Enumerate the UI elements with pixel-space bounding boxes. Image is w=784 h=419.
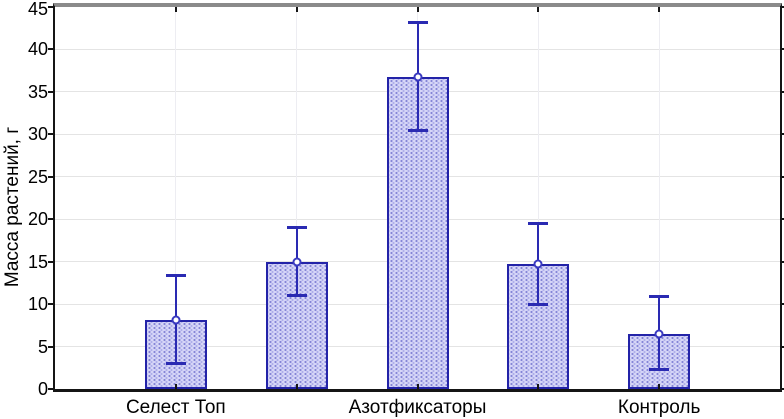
x-category-label: Контроль (617, 397, 701, 418)
y-tick-label: 45 (27, 0, 48, 19)
y-axis-tick (780, 175, 784, 178)
y-axis-tick (780, 133, 784, 136)
y-axis-tick (48, 90, 55, 93)
y-axis-tick (48, 48, 55, 51)
x-category-label: Селест Топ (125, 397, 226, 418)
error-bar-lower-cap (528, 302, 549, 306)
error-bar-upper-cap (165, 274, 186, 278)
error-bar-upper-cap (649, 294, 670, 298)
category-gridline (658, 7, 660, 389)
x-axis-bottom-tick (174, 384, 177, 389)
mean-marker (413, 72, 422, 82)
y-tick-label: 35 (27, 81, 48, 102)
y-tick-label: 20 (27, 209, 48, 230)
y-axis-tick (48, 6, 55, 8)
x-axis-bottom-tick (416, 384, 419, 389)
y-tick-label: 25 (27, 166, 48, 187)
y-axis-tick (48, 133, 55, 136)
error-bar-lower-cap (649, 368, 670, 372)
y-axis-tick (48, 388, 55, 390)
y-axis-tick (780, 6, 784, 8)
error-bar-lower-cap (286, 294, 307, 298)
category-gridline (175, 7, 177, 389)
error-bar-lower-cap (407, 128, 428, 132)
y-axis-tick (48, 260, 55, 263)
y-axis-tick (780, 388, 784, 390)
x-axis-bottom-tick (295, 384, 298, 389)
x-axis-top-tick (537, 7, 540, 12)
error-bar-upper-cap (407, 21, 428, 25)
y-tick-label: 40 (27, 39, 48, 60)
x-axis-bottom-tick (658, 384, 661, 389)
mean-marker (171, 315, 181, 325)
y-axis-tick (780, 48, 784, 51)
x-category-label: Азотфиксаторы (348, 397, 487, 418)
y-axis-tick (780, 260, 784, 263)
category-gridline (296, 7, 298, 389)
y-axis-tick (48, 175, 55, 178)
x-axis-bottom-tick (537, 384, 540, 389)
y-tick-label: 15 (27, 251, 48, 272)
error-bar-upper-cap (528, 222, 549, 226)
plot-frame (53, 3, 782, 392)
x-axis-top-tick (295, 7, 298, 12)
y-tick-label: 0 (37, 379, 48, 399)
y-tick-label: 30 (27, 124, 48, 145)
y-axis-tick (780, 345, 784, 348)
error-bar-lower-cap (165, 361, 186, 365)
y-axis-tick (780, 303, 784, 306)
y-axis-tick (780, 90, 784, 93)
y-tick-label: 10 (27, 294, 48, 315)
mean-marker (654, 329, 664, 339)
mean-marker (292, 257, 302, 267)
x-axis-top-tick (174, 7, 177, 12)
mean-marker (533, 259, 543, 269)
x-axis-top-tick (416, 7, 419, 12)
y-axis-tick (48, 218, 55, 221)
y-axis-tick (48, 303, 55, 306)
category-gridline (537, 7, 539, 389)
y-tick-label: 5 (37, 336, 48, 357)
y-axis-tick (48, 345, 55, 348)
y-axis-tick (780, 218, 784, 221)
error-bar-upper-cap (286, 225, 307, 229)
plot-area (55, 7, 780, 389)
x-axis-top-tick (658, 7, 661, 12)
